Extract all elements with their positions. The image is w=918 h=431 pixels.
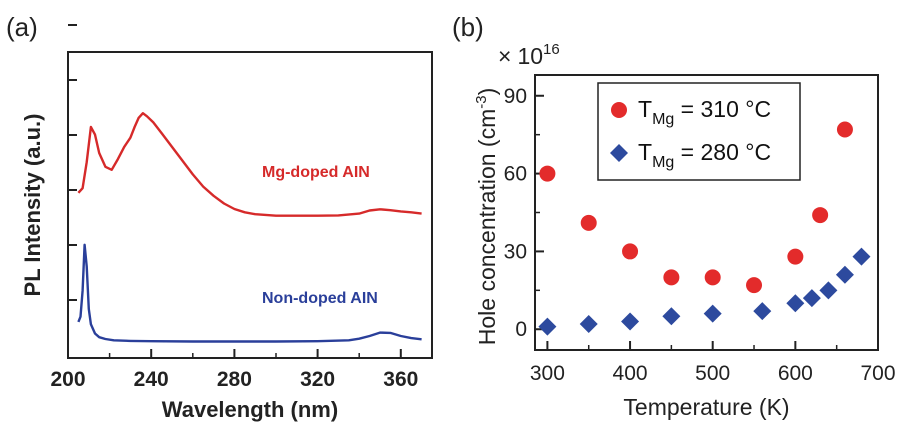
panel-b-x-ticks: 300 400 500 600 700 [530,341,896,385]
x-tick-label: 300 [530,362,565,385]
data-point-0 [836,121,853,138]
data-point-1 [621,312,640,331]
legend-entry-280-prefix: T [638,139,652,165]
data-point-1 [662,307,681,326]
panel-b-x-axis-label: Temperature (K) [623,394,789,420]
y-tick-label: 30 [504,240,527,263]
data-point-0 [663,269,680,286]
series-line-1 [77,243,422,343]
data-point-1 [835,265,854,284]
data-point-1 [579,315,598,334]
data-point-1 [703,304,722,323]
x-tick-label: 320 [300,368,335,391]
panel-a-y-ticks [68,24,77,301]
multiplier-exponent: 16 [543,41,560,58]
y-label-exponent: -3 [473,95,490,108]
panel-a-series [77,111,422,343]
panel-a-x-axis-label: Wavelength (nm) [162,397,338,422]
panel-b-y-multiplier: × 1016 [498,41,560,69]
data-point-1 [802,289,821,308]
data-point-1 [819,281,838,300]
data-point-1 [786,294,805,313]
panel-b-y-axis-label: Hole concentration (cm-3) [473,88,500,346]
data-point-0 [746,277,763,294]
data-point-0 [704,269,721,286]
legend-entry-280-sub: Mg [652,154,674,171]
panel-a-plot-frame [67,51,433,359]
legend-box [597,82,801,181]
panel-b-legend: TMg = 310 °C TMg = 280 °C [597,82,801,181]
panel-b-label: (b) [452,12,484,42]
x-tick-label: 600 [778,362,813,385]
legend-entry-310: TMg = 310 °C [638,96,771,128]
legend-entry-310-suffix: = 310 °C [674,96,771,122]
panel-a: (a) 200 240 280 320 360 Mg-doped AIN Non-dop… [6,12,433,422]
x-tick-label: 280 [217,368,252,391]
panel-b-y-ticks: 0 30 60 90 [504,85,544,341]
x-tick-label: 700 [860,362,895,385]
x-tick-label: 240 [134,368,169,391]
data-point-1 [753,302,772,321]
legend-marker-circle [611,102,627,118]
y-tick-label: 0 [515,318,527,341]
legend-marker-diamond [610,144,628,162]
x-tick-label: 200 [50,368,85,391]
data-point-1 [852,247,871,266]
data-point-0 [812,207,829,224]
panel-b-series [538,121,871,336]
data-point-0 [539,165,556,182]
multiplier-base: 10 [517,43,543,69]
legend-entry-310-prefix: T [638,96,652,122]
panel-a-label: (a) [6,12,38,42]
x-tick-label: 400 [613,362,648,385]
legend-entry-310-sub: Mg [652,111,674,128]
legend-entry-280: TMg = 280 °C [638,139,771,171]
panel-a-x-ticks: 200 240 280 320 360 [50,349,418,391]
data-point-0 [580,214,597,231]
multiplier-prefix: × [498,43,511,69]
y-label-main: Hole concentration (cm [474,109,500,346]
data-point-1 [538,317,557,336]
legend-entry-280-suffix: = 280 °C [674,139,771,165]
y-tick-label: 60 [504,163,527,186]
series-line-0 [77,111,422,217]
data-point-0 [622,243,639,260]
data-point-0 [787,248,804,265]
series-label-mg-doped: Mg-doped AIN [262,164,370,181]
y-tick-label: 90 [504,85,527,108]
series-label-non-doped: Non-doped AIN [262,290,378,307]
panel-a-y-axis-label: PL Intensity (a.u.) [20,114,45,297]
x-tick-label: 500 [695,362,730,385]
y-label-close: ) [474,88,500,96]
x-tick-label: 360 [383,368,418,391]
